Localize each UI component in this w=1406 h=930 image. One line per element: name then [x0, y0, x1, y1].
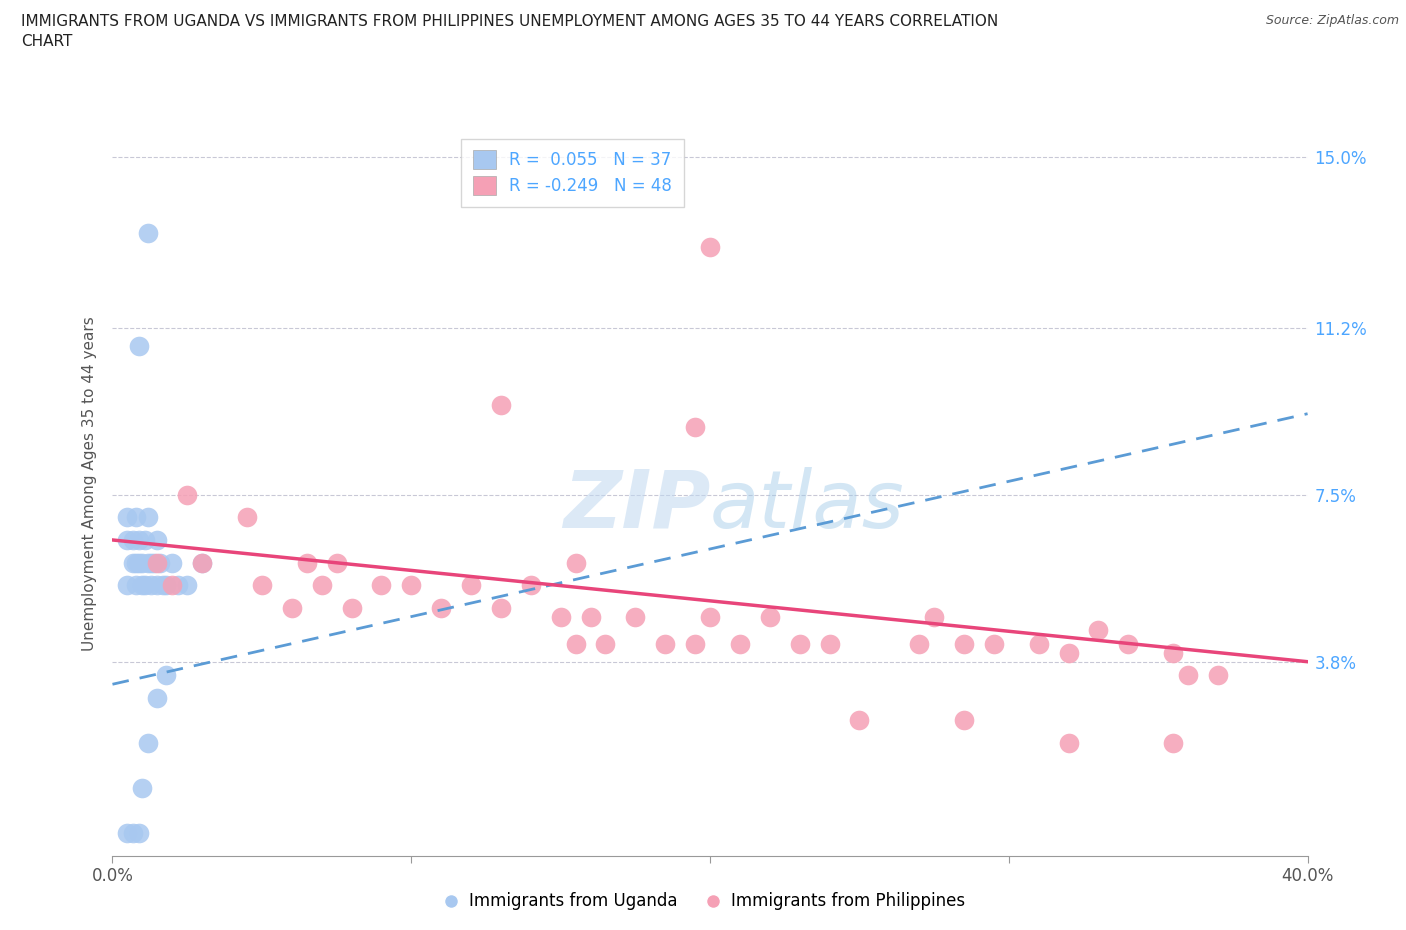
Point: [128, 339, 150, 353]
Point: [922, 609, 945, 624]
Point: [295, 555, 318, 570]
Point: [143, 555, 166, 570]
Point: [155, 578, 177, 592]
Point: [550, 609, 572, 624]
Point: [146, 555, 169, 570]
Point: [325, 555, 347, 570]
Point: [117, 578, 139, 592]
Point: [176, 578, 198, 592]
Point: [162, 578, 183, 592]
Point: [176, 487, 198, 502]
Point: [401, 578, 423, 592]
Point: [134, 578, 156, 592]
Point: [1087, 623, 1109, 638]
Point: [728, 636, 751, 651]
Point: [489, 600, 512, 615]
Point: [125, 510, 148, 525]
Point: [654, 636, 676, 651]
Point: [564, 636, 586, 651]
Point: [250, 578, 273, 592]
Point: [699, 609, 721, 624]
Point: [122, 533, 145, 548]
Legend: Immigrants from Uganda, Immigrants from Philippines: Immigrants from Uganda, Immigrants from …: [434, 885, 972, 917]
Point: [759, 609, 782, 624]
Point: [128, 533, 150, 548]
Point: [579, 609, 602, 624]
Text: atlas: atlas: [710, 467, 905, 545]
Text: IMMIGRANTS FROM UGANDA VS IMMIGRANTS FROM PHILIPPINES UNEMPLOYMENT AMONG AGES 35: IMMIGRANTS FROM UGANDA VS IMMIGRANTS FRO…: [21, 14, 998, 29]
Point: [146, 578, 169, 592]
Point: [125, 555, 148, 570]
Point: [138, 736, 160, 751]
Point: [848, 713, 870, 728]
Point: [595, 636, 617, 651]
Point: [1206, 668, 1229, 683]
Point: [1161, 645, 1184, 660]
Point: [128, 555, 150, 570]
Point: [138, 510, 160, 525]
Point: [789, 636, 811, 651]
Point: [908, 636, 931, 651]
Point: [138, 226, 160, 241]
Point: [953, 636, 976, 651]
Point: [122, 555, 145, 570]
Point: [281, 600, 304, 615]
Point: [146, 690, 169, 705]
Point: [1028, 636, 1050, 651]
Point: [128, 826, 150, 841]
Point: [683, 636, 706, 651]
Point: [131, 780, 153, 795]
Point: [149, 555, 172, 570]
Point: [117, 510, 139, 525]
Point: [624, 609, 647, 624]
Point: [370, 578, 392, 592]
Point: [564, 555, 586, 570]
Point: [134, 533, 156, 548]
Point: [138, 555, 160, 570]
Point: [152, 578, 174, 592]
Point: [191, 555, 214, 570]
Point: [167, 578, 190, 592]
Y-axis label: Unemployment Among Ages 35 to 44 years: Unemployment Among Ages 35 to 44 years: [82, 316, 97, 651]
Point: [141, 578, 163, 592]
Point: [818, 636, 841, 651]
Point: [520, 578, 543, 592]
Point: [683, 419, 706, 434]
Point: [122, 826, 145, 841]
Point: [146, 533, 169, 548]
Text: ZIP: ZIP: [562, 467, 710, 545]
Point: [1161, 736, 1184, 751]
Point: [141, 555, 163, 570]
Point: [430, 600, 453, 615]
Point: [162, 555, 183, 570]
Text: CHART: CHART: [21, 34, 73, 49]
Point: [953, 713, 976, 728]
Point: [1177, 668, 1199, 683]
Text: Source: ZipAtlas.com: Source: ZipAtlas.com: [1265, 14, 1399, 27]
Point: [131, 555, 153, 570]
Point: [1118, 636, 1140, 651]
Point: [983, 636, 1005, 651]
Point: [155, 668, 177, 683]
Legend: R =  0.055   N = 37, R = -0.249   N = 48: R = 0.055 N = 37, R = -0.249 N = 48: [461, 139, 685, 207]
Point: [311, 578, 333, 592]
Point: [340, 600, 363, 615]
Point: [191, 555, 214, 570]
Point: [117, 533, 139, 548]
Point: [125, 578, 148, 592]
Point: [236, 510, 259, 525]
Point: [131, 578, 153, 592]
Point: [1057, 645, 1080, 660]
Point: [489, 397, 512, 412]
Point: [460, 578, 482, 592]
Point: [117, 826, 139, 841]
Point: [699, 239, 721, 254]
Point: [1057, 736, 1080, 751]
